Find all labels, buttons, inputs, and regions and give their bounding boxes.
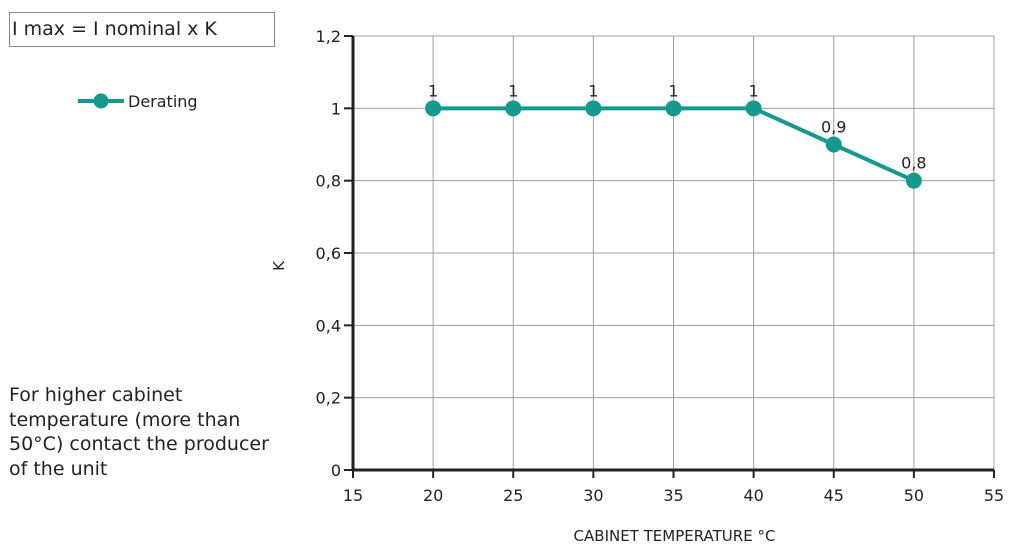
legend-marker-icon	[78, 93, 124, 109]
note-text: For higher cabinet temperature (more tha…	[9, 384, 269, 480]
x-tick-label-4: 35	[663, 486, 683, 505]
data-point-0-1	[505, 100, 522, 117]
y-tick-label-4: 0,8	[316, 172, 341, 191]
y-tick-label-1: 0,2	[316, 389, 341, 408]
x-tick-label-7: 50	[904, 486, 924, 505]
data-point-0-3	[665, 100, 682, 117]
y-axis-title: K	[270, 260, 288, 271]
data-label-0-0: 1	[428, 81, 438, 100]
data-label-0-4: 1	[749, 81, 759, 100]
data-point-0-6	[905, 172, 922, 189]
x-tick-label-3: 30	[583, 486, 603, 505]
y-tick-label-2: 0,4	[316, 316, 341, 335]
y-tick-label-3: 0,6	[316, 244, 341, 263]
x-tick-label-2: 25	[503, 486, 523, 505]
x-tick-label-8: 55	[984, 486, 1004, 505]
x-axis-title: CABINET TEMPERATURE °C	[574, 527, 776, 545]
x-tick-label-0: 15	[343, 486, 363, 505]
data-label-0-2: 1	[588, 81, 598, 100]
data-point-0-4	[745, 100, 762, 117]
data-label-0-3: 1	[668, 81, 678, 100]
y-tick-label-6: 1,2	[316, 27, 341, 46]
y-tick-label-5: 1	[331, 99, 341, 118]
data-label-0-6: 0,8	[901, 154, 926, 173]
x-tick-label-5: 40	[743, 486, 763, 505]
formula-text: I max = I nominal x K	[12, 18, 217, 40]
formula-box: I max = I nominal x K	[9, 12, 275, 47]
data-point-0-5	[825, 136, 842, 153]
legend-label: Derating	[128, 91, 198, 111]
data-point-0-2	[585, 100, 602, 117]
x-tick-label-1: 20	[423, 486, 443, 505]
data-point-0-0	[425, 100, 442, 117]
y-tick-label-0: 0	[331, 461, 341, 480]
chart-legend: Derating	[78, 89, 198, 113]
x-tick-label-6: 45	[824, 486, 844, 505]
data-label-0-5: 0,9	[821, 118, 846, 137]
data-label-0-1: 1	[508, 81, 518, 100]
